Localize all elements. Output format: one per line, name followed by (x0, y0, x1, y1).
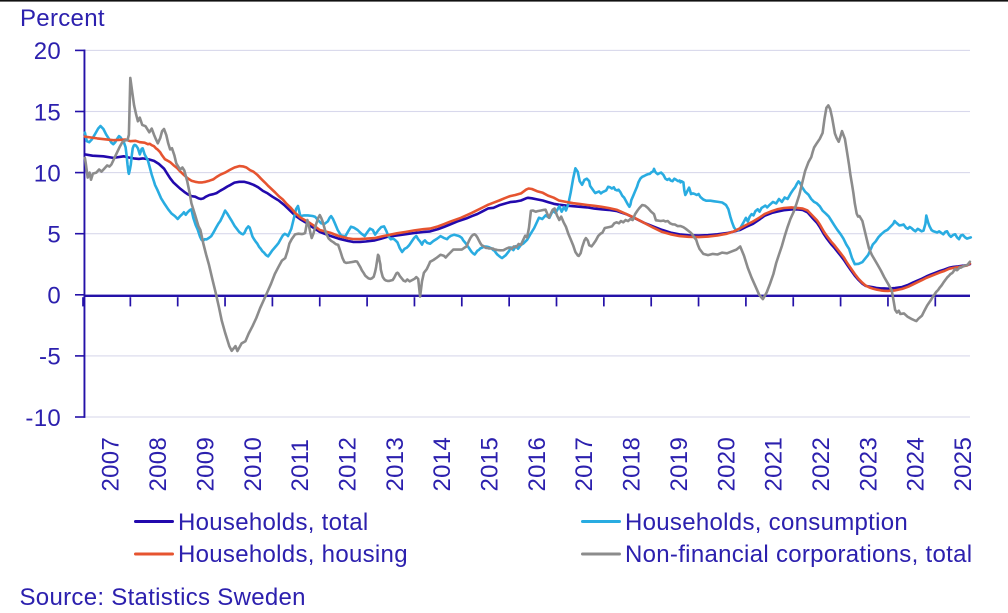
svg-text:2023: 2023 (855, 437, 882, 492)
svg-text:2019: 2019 (666, 437, 693, 492)
svg-text:2014: 2014 (429, 437, 456, 492)
svg-text:2016: 2016 (524, 437, 551, 492)
svg-text:2010: 2010 (240, 437, 267, 492)
svg-text:15: 15 (34, 99, 61, 126)
svg-text:2012: 2012 (335, 437, 362, 492)
svg-text:2020: 2020 (713, 437, 740, 492)
svg-text:2009: 2009 (192, 437, 219, 492)
svg-text:2017: 2017 (571, 437, 598, 492)
svg-text:-10: -10 (25, 405, 61, 432)
svg-text:2011: 2011 (287, 439, 314, 492)
svg-text:Households, housing: Households, housing (178, 541, 408, 568)
svg-text:Percent: Percent (20, 5, 105, 32)
svg-text:2021: 2021 (761, 437, 788, 492)
svg-text:20: 20 (34, 38, 61, 65)
svg-text:Households, total: Households, total (178, 509, 369, 536)
svg-text:2018: 2018 (619, 437, 646, 492)
svg-text:5: 5 (47, 221, 61, 248)
svg-text:0: 0 (47, 283, 61, 310)
svg-text:2025: 2025 (950, 437, 977, 492)
svg-text:Households, consumption: Households, consumption (625, 509, 908, 536)
svg-text:10: 10 (34, 160, 61, 187)
svg-text:2024: 2024 (903, 437, 930, 492)
svg-text:Source: Statistics Sweden: Source: Statistics Sweden (20, 584, 306, 611)
svg-text:2008: 2008 (145, 437, 172, 492)
svg-text:2007: 2007 (98, 437, 125, 492)
svg-text:2013: 2013 (382, 437, 409, 492)
svg-text:2015: 2015 (477, 437, 504, 492)
svg-text:Non-financial corporations, to: Non-financial corporations, total (625, 541, 972, 568)
svg-text:-5: -5 (39, 344, 61, 371)
svg-text:2022: 2022 (808, 437, 835, 492)
